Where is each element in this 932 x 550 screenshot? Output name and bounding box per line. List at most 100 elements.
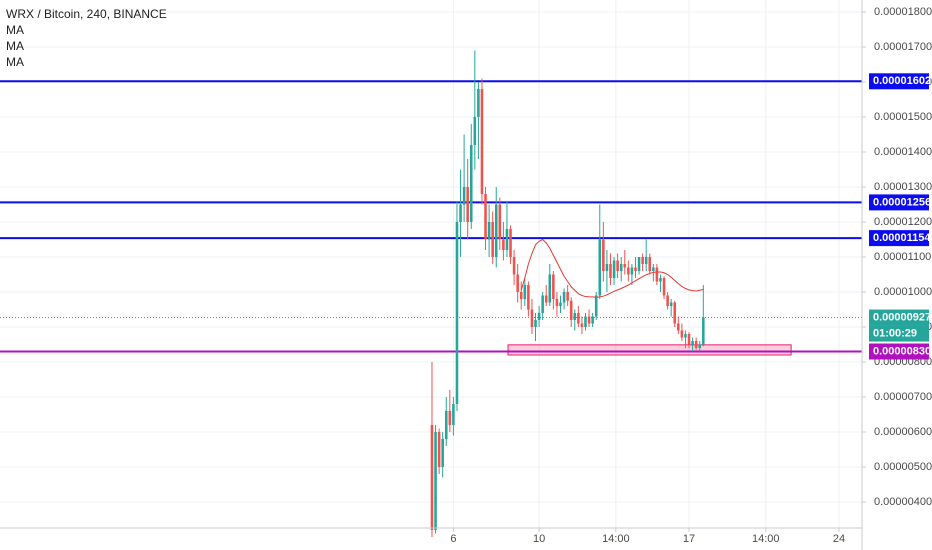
hline-price-label-bg <box>869 230 929 247</box>
candle-body <box>609 264 612 278</box>
candle-body <box>669 302 673 306</box>
candle-body <box>612 260 616 278</box>
y-tick-label: 0.00000600 <box>874 426 932 438</box>
candle-body <box>594 295 598 317</box>
candle-body <box>644 257 648 264</box>
candle-body <box>491 222 494 258</box>
candle-body <box>452 403 455 425</box>
candle-body <box>534 319 537 327</box>
countdown-label: 01:00:29 <box>873 327 917 339</box>
candle-body <box>619 264 623 271</box>
candle-body <box>687 333 691 345</box>
moving-average <box>520 238 704 298</box>
hline-price-label-bg <box>869 73 929 90</box>
candle-body <box>477 89 480 118</box>
hline-price-label-bg <box>869 343 929 360</box>
candle-body <box>509 229 512 258</box>
candle-body <box>519 291 523 299</box>
candle-body <box>552 274 555 299</box>
indicator-label[interactable]: MA <box>6 55 24 69</box>
candle-body <box>466 187 469 223</box>
candle-body <box>698 344 702 348</box>
candle-body <box>516 274 519 292</box>
candle-body <box>523 284 527 299</box>
candle-body <box>559 302 562 306</box>
candle-body <box>544 295 548 303</box>
candle-body <box>437 431 441 467</box>
candle-body <box>605 264 609 271</box>
chart-title: WRX / Bitcoin, 240, BINANCE <box>6 7 167 21</box>
current-price-label-bg <box>869 309 929 326</box>
candle-body <box>512 257 516 275</box>
hline-price-label: 0.00000830 <box>873 345 931 357</box>
y-tick-label: 0.00000500 <box>874 461 932 473</box>
candle-body <box>630 267 634 275</box>
candle-body <box>462 187 466 205</box>
candle-body <box>627 267 630 275</box>
candle-body <box>691 340 694 345</box>
candle-body <box>591 316 594 324</box>
candle-body <box>448 410 452 425</box>
support-zone <box>507 344 792 356</box>
candle-body <box>455 222 459 404</box>
candle-body <box>566 291 569 301</box>
candle-body <box>444 410 448 439</box>
y-tick-label: 0.00001200 <box>874 216 932 228</box>
candle-body <box>577 312 580 324</box>
candle-body <box>562 291 566 303</box>
candle-body <box>641 257 644 264</box>
y-tick-label: 0.00001400 <box>874 146 932 158</box>
candle-body <box>602 239 605 271</box>
candle-body <box>637 257 641 271</box>
hline-price-label: 0.00001256 <box>873 196 931 208</box>
y-tick-label: 0.00000700 <box>874 391 932 403</box>
y-tick-label: 0.00001100 <box>874 251 931 263</box>
indicator-label[interactable]: MA <box>6 39 24 53</box>
candle-body <box>541 295 544 313</box>
hline-price-label: 0.00001154 <box>873 232 931 244</box>
candle-body <box>666 295 669 306</box>
indicator-label[interactable]: MA <box>6 23 24 37</box>
candle-body <box>498 204 502 240</box>
y-tick-label: 0.00001000 <box>874 286 932 298</box>
candle-body <box>659 277 662 282</box>
candle-body <box>702 317 705 345</box>
x-tick-label: 14:00 <box>752 533 780 545</box>
candle-body <box>623 264 627 268</box>
countdown-label-bg <box>869 325 929 342</box>
candle-body <box>634 267 637 271</box>
x-tick-label: 17 <box>683 533 695 545</box>
hline-price-label-bg <box>869 194 929 211</box>
candle-body <box>662 277 666 296</box>
candle-body <box>652 267 655 271</box>
candle-body <box>580 323 584 327</box>
y-tick-label: 0.00001300 <box>874 181 932 193</box>
current-price-label: 0.00000927 <box>873 311 931 323</box>
candle-body <box>487 222 491 240</box>
candle-body <box>459 204 462 223</box>
x-tick-label: 6 <box>450 533 456 545</box>
candle-body <box>469 145 473 223</box>
candle-body <box>502 239 505 251</box>
candle-body <box>587 316 591 324</box>
candle-body <box>616 260 619 271</box>
candle-body <box>655 267 659 282</box>
candle-body <box>473 117 477 146</box>
candle-body <box>505 229 509 251</box>
candle-body <box>680 330 684 338</box>
candle-body <box>598 239 602 296</box>
candle-body <box>673 302 677 324</box>
candle-body <box>684 333 687 338</box>
candle-body <box>530 309 534 327</box>
candle-body <box>484 194 487 240</box>
candle-body <box>694 340 698 348</box>
candle-body <box>677 323 680 331</box>
y-tick-label: 0.00001500 <box>874 111 932 123</box>
candle-body <box>434 431 437 530</box>
candle-body <box>537 312 541 320</box>
candle-body <box>430 424 434 530</box>
candle-body <box>584 316 587 327</box>
candle-body <box>555 298 559 306</box>
